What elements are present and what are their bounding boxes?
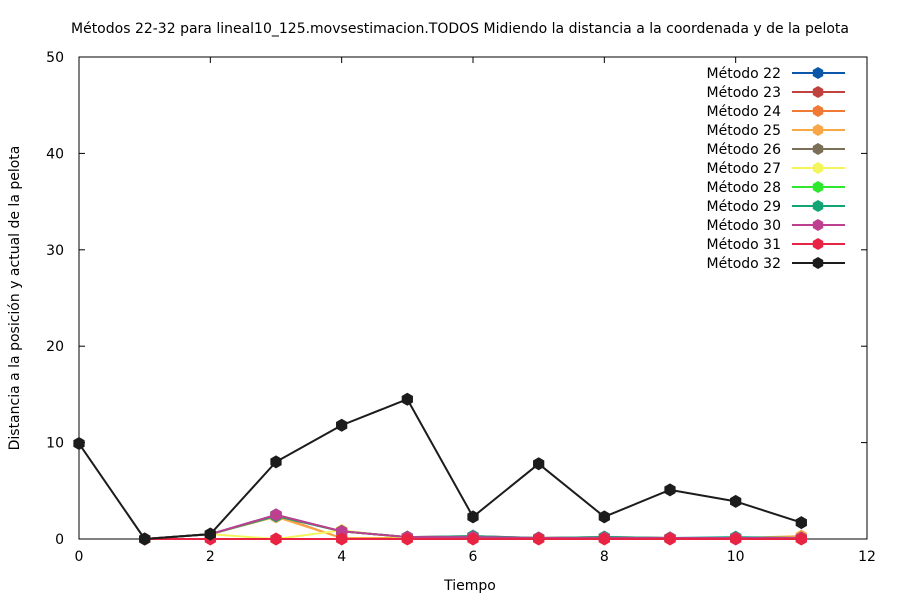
data-point (533, 457, 545, 471)
data-point (795, 532, 807, 546)
x-tick-label: 0 (75, 549, 84, 565)
legend-marker (812, 238, 824, 250)
data-point (795, 516, 807, 530)
data-point (204, 527, 216, 541)
legend-marker (812, 219, 824, 231)
plot-series (73, 392, 807, 546)
data-point (270, 532, 282, 546)
legend-label: Método 25 (707, 123, 781, 139)
data-point (270, 455, 282, 469)
legend-marker (812, 143, 824, 155)
x-tick-label: 8 (600, 549, 609, 565)
legend-marker (812, 162, 824, 174)
series-group (139, 532, 807, 546)
data-point (598, 532, 610, 546)
x-tick-label: 6 (469, 549, 478, 565)
y-axis-label: Distancia a la posición y actual de la p… (7, 146, 23, 451)
data-point (730, 532, 742, 546)
data-point (139, 532, 151, 546)
data-point (664, 532, 676, 546)
y-tick-label: 10 (46, 436, 64, 452)
data-point (467, 532, 479, 546)
x-tick-label: 10 (727, 549, 745, 565)
legend-label: Método 29 (707, 199, 781, 215)
legend-marker (812, 181, 824, 193)
legend-label: Método 32 (707, 256, 781, 272)
data-point (730, 494, 742, 508)
series-line (78, 398, 802, 540)
legend-label: Método 23 (707, 85, 781, 101)
legend-label: Método 30 (707, 218, 781, 234)
legend: Método 22 Método 23 Método 24 Método 25 Méto… (707, 66, 845, 272)
legend-label: Método 28 (707, 180, 781, 196)
legend-label: Método 31 (707, 237, 781, 253)
y-tick-label: 30 (46, 243, 64, 259)
x-axis-label: Tiempo (443, 578, 496, 594)
legend-marker (812, 124, 824, 136)
legend-label: Método 27 (707, 161, 781, 177)
data-point (533, 532, 545, 546)
legend-marker (812, 200, 824, 212)
x-tick-label: 2 (206, 549, 215, 565)
data-point (401, 532, 413, 546)
legend-marker (812, 86, 824, 98)
series-group (73, 392, 807, 546)
y-tick-label: 50 (46, 50, 64, 66)
data-point (401, 392, 413, 406)
data-point (270, 508, 282, 522)
data-point (467, 510, 479, 524)
y-tick-label: 40 (46, 146, 64, 162)
legend-label: Método 22 (707, 66, 781, 82)
data-point (598, 510, 610, 524)
y-tick-label: 20 (46, 339, 64, 355)
data-point (664, 483, 676, 497)
legend-label: Método 26 (707, 142, 782, 158)
y-tick-label: 0 (55, 532, 64, 548)
legend-marker (812, 67, 824, 79)
x-tick-label: 12 (858, 549, 876, 565)
legend-label: Método 24 (707, 104, 782, 120)
chart-title: Métodos 22-32 para lineal10_125.movsesti… (71, 21, 849, 37)
legend-marker (812, 105, 824, 117)
data-point (336, 532, 348, 546)
legend-marker (812, 257, 824, 269)
x-tick-label: 4 (337, 549, 346, 565)
data-point (73, 437, 85, 451)
data-point (336, 418, 348, 432)
